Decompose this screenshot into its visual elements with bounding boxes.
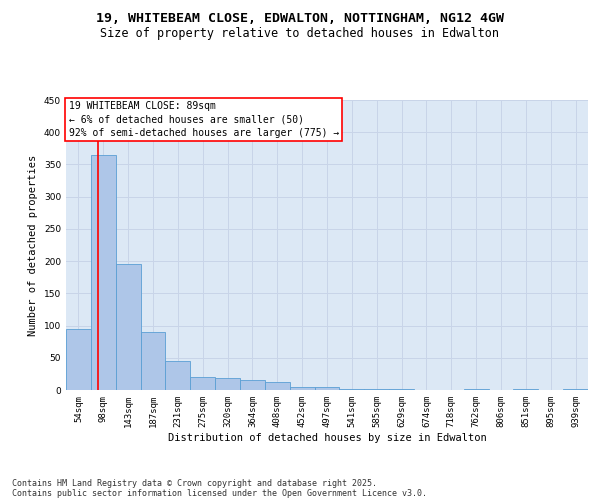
Bar bbox=[514, 388, 538, 390]
Y-axis label: Number of detached properties: Number of detached properties bbox=[28, 154, 38, 336]
Bar bbox=[190, 377, 215, 390]
Bar bbox=[215, 378, 240, 390]
Bar bbox=[265, 382, 290, 390]
Text: 19 WHITEBEAM CLOSE: 89sqm
← 6% of detached houses are smaller (50)
92% of semi-d: 19 WHITEBEAM CLOSE: 89sqm ← 6% of detach… bbox=[68, 102, 339, 138]
Bar bbox=[116, 264, 140, 390]
Text: Contains public sector information licensed under the Open Government Licence v3: Contains public sector information licen… bbox=[12, 488, 427, 498]
Bar bbox=[66, 329, 91, 390]
Text: Contains HM Land Registry data © Crown copyright and database right 2025.: Contains HM Land Registry data © Crown c… bbox=[12, 478, 377, 488]
Bar bbox=[140, 332, 166, 390]
Bar bbox=[166, 361, 190, 390]
Text: 19, WHITEBEAM CLOSE, EDWALTON, NOTTINGHAM, NG12 4GW: 19, WHITEBEAM CLOSE, EDWALTON, NOTTINGHA… bbox=[96, 12, 504, 26]
Text: Size of property relative to detached houses in Edwalton: Size of property relative to detached ho… bbox=[101, 28, 499, 40]
X-axis label: Distribution of detached houses by size in Edwalton: Distribution of detached houses by size … bbox=[167, 432, 487, 442]
Bar bbox=[314, 388, 340, 390]
Bar bbox=[290, 387, 314, 390]
Bar bbox=[91, 155, 116, 390]
Bar bbox=[464, 388, 488, 390]
Bar bbox=[240, 380, 265, 390]
